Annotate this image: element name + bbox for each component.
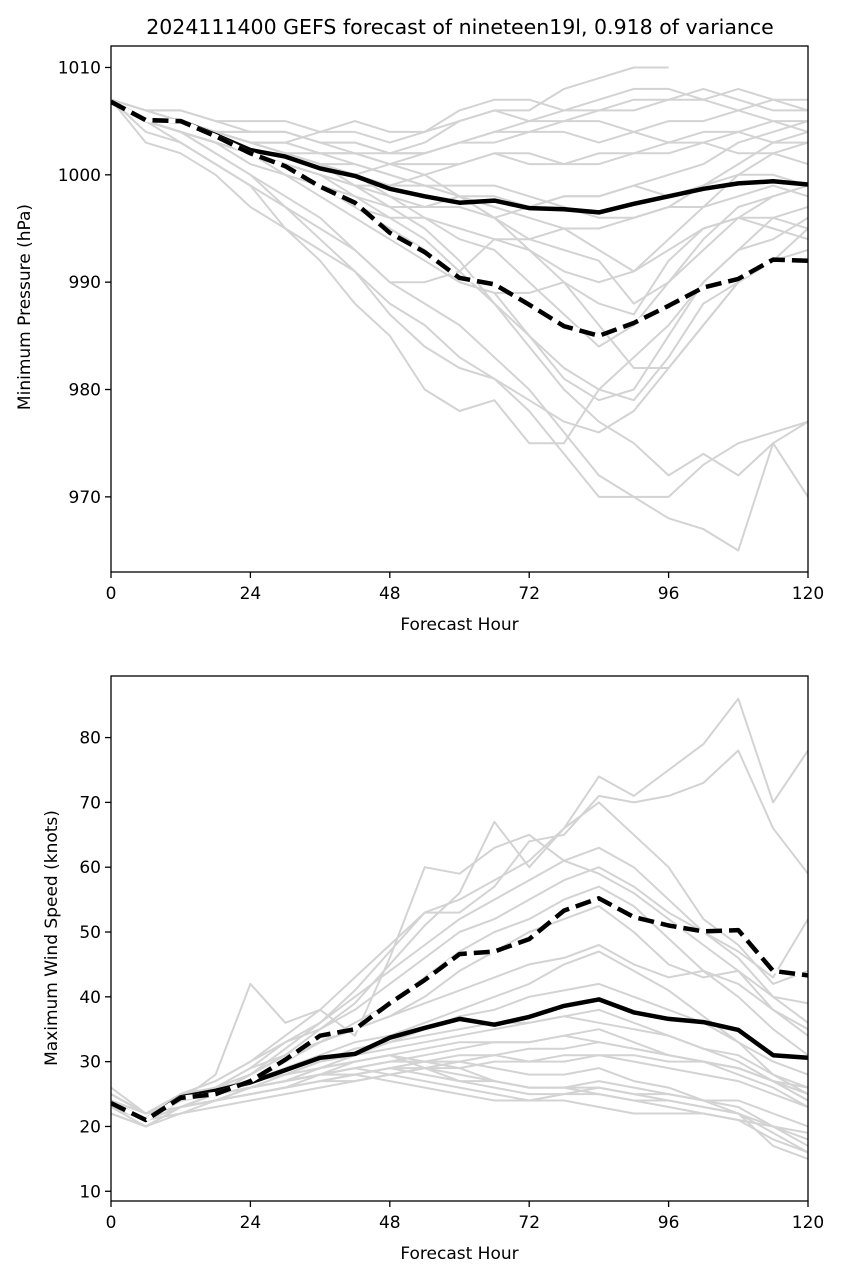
pressure-member-line-8	[111, 98, 808, 241]
pressure-dashed-line	[111, 99, 808, 339]
pressure-y-tick-label: 1010	[58, 58, 101, 78]
wind-panel: 0 24 48 72 96 120 10 20 30 40 50 60 70 80 Forecast Ho…	[42, 675, 824, 1264]
wind-member-line-4	[111, 833, 808, 1115]
wind-x-tick-label: 0	[106, 1213, 117, 1233]
wind-y-tick-label: 30	[79, 1053, 101, 1073]
wind-member-line-1	[111, 697, 808, 1121]
pressure-x-tick-label: 96	[658, 584, 680, 604]
wind-x-axis-label: Forecast Hour	[400, 1244, 518, 1264]
wind-member-line-10	[111, 950, 808, 1115]
pressure-member-line-3	[111, 87, 808, 155]
pressure-x-tick-label: 24	[240, 584, 262, 604]
pressure-member-line-21	[111, 98, 808, 498]
wind-y-tick-label: 50	[79, 923, 101, 943]
pressure-y-tick-label: 980	[69, 381, 101, 401]
pressure-x-tick-label: 48	[379, 584, 401, 604]
pressure-x-tick-label: 120	[792, 584, 824, 604]
wind-axes-frame	[110, 675, 809, 1202]
wind-member-line-12	[111, 1008, 808, 1121]
wind-x-tick-label: 48	[379, 1213, 401, 1233]
wind-x-tick-label: 96	[658, 1213, 680, 1233]
wind-member-line-18	[111, 1054, 808, 1154]
pressure-member-line-18	[111, 98, 808, 219]
wind-y-tick-label: 60	[79, 858, 101, 878]
pressure-member-line-10	[111, 98, 808, 434]
pressure-lines	[111, 66, 808, 552]
pressure-member-line-25	[111, 98, 808, 316]
wind-x-tick-label: 24	[240, 1213, 262, 1233]
pressure-y-axis-label: Minimum Pressure (hPa)	[15, 204, 35, 410]
pressure-member-line-23	[111, 98, 808, 166]
wind-y-tick-label: 70	[79, 793, 101, 813]
wind-plot-area: 0 24 48 72 96 120 10 20 30 40 50 60 70 80	[79, 675, 824, 1233]
wind-x-tick-label: 120	[792, 1213, 824, 1233]
pressure-plot-area: 0 24 48 72 96 120 970 980 990 1000 1010	[58, 45, 824, 604]
chart-title: 2024111400 GEFS forecast of nineteen19l,…	[146, 15, 774, 39]
pressure-member-line-1	[111, 66, 669, 144]
pressure-member-line-4	[111, 98, 808, 155]
wind-member-line-19	[111, 1067, 808, 1128]
wind-member-line-9	[111, 944, 808, 1121]
pressure-y-tick-label: 970	[69, 488, 101, 508]
wind-member-line-3	[111, 801, 808, 1115]
pressure-member-line-19	[111, 98, 808, 219]
pressure-member-line-11	[111, 98, 808, 445]
wind-y-tick-label: 20	[79, 1117, 101, 1137]
wind-dashed-line	[111, 896, 808, 1123]
pressure-member-line-12	[111, 99, 808, 552]
pressure-x-axis-label: Forecast Hour	[400, 615, 518, 635]
wind-lines	[111, 697, 808, 1160]
wind-y-axis-label: Maximum Wind Speed (knots)	[42, 810, 62, 1066]
pressure-dashed-line-gap	[111, 99, 808, 339]
pressure-axes-frame	[110, 45, 809, 573]
pressure-y-tick-label: 990	[69, 273, 101, 293]
wind-y-tick-label: 80	[79, 729, 101, 749]
pressure-panel: 2024111400 GEFS forecast of nineteen19l,…	[15, 15, 824, 635]
wind-y-tick-label: 40	[79, 988, 101, 1008]
pressure-y-tick-label: 1000	[58, 166, 101, 186]
wind-y-tick-label: 10	[79, 1182, 101, 1202]
wind-member-line-2	[111, 749, 808, 1121]
pressure-x-tick-label: 72	[518, 584, 540, 604]
pressure-x-tick-label: 0	[106, 584, 117, 604]
wind-member-line-22	[111, 1067, 808, 1147]
pressure-member-line-17	[111, 98, 808, 369]
wind-x-tick-label: 72	[518, 1213, 540, 1233]
pressure-member-line-2	[111, 87, 808, 144]
pressure-member-line-22	[111, 87, 808, 155]
wind-member-line-23	[111, 1054, 808, 1128]
